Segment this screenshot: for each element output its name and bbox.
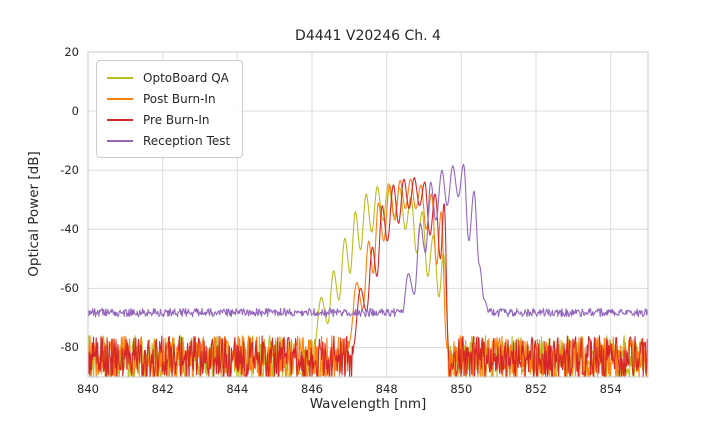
legend-item-post-burn-in: Post Burn-In xyxy=(107,88,230,109)
legend-line-swatch xyxy=(107,76,133,79)
chart-title: D4441 V20246 Ch. 4 xyxy=(295,28,441,44)
y-tick-label: -40 xyxy=(60,222,79,237)
y-tick-label: -20 xyxy=(60,163,79,178)
y-tick-label: -80 xyxy=(60,340,79,355)
legend-line-swatch xyxy=(107,139,133,142)
x-tick-label: 842 xyxy=(151,382,174,396)
x-tick-label: 852 xyxy=(525,382,547,396)
series-lines xyxy=(88,163,648,377)
legend-item-pre-burn-in: Pre Burn-In xyxy=(107,109,230,130)
series-line-pre-burn-in xyxy=(88,177,648,377)
series-line-reception-test xyxy=(88,163,648,318)
x-axis-label: Wavelength [nm] xyxy=(309,396,427,412)
x-tick-label: 844 xyxy=(226,382,249,396)
y-tick-label: 0 xyxy=(71,104,79,119)
x-tick-label: 854 xyxy=(599,382,622,396)
x-tick-label: 840 xyxy=(77,382,99,396)
y-tick-label: -60 xyxy=(60,281,79,296)
x-tick-label: 850 xyxy=(450,382,473,396)
legend-item-optoboard-qa: OptoBoard QA xyxy=(107,67,230,88)
y-tick-label: 20 xyxy=(64,45,79,59)
legend-label: Pre Burn-In xyxy=(143,112,210,127)
x-tick-label: 846 xyxy=(301,382,323,396)
legend-label: Reception Test xyxy=(143,133,231,148)
legend-label: Post Burn-In xyxy=(143,91,216,106)
axes-border xyxy=(87,51,649,378)
legend-line-swatch xyxy=(107,118,133,121)
x-tick-label: 848 xyxy=(375,382,398,396)
legend-item-reception-test: Reception Test xyxy=(107,130,230,151)
legend-line-swatch xyxy=(107,97,133,100)
legend-label: OptoBoard QA xyxy=(143,70,229,85)
legend: OptoBoard QA Post Burn-In Pre Burn-In Recep… xyxy=(96,60,244,158)
